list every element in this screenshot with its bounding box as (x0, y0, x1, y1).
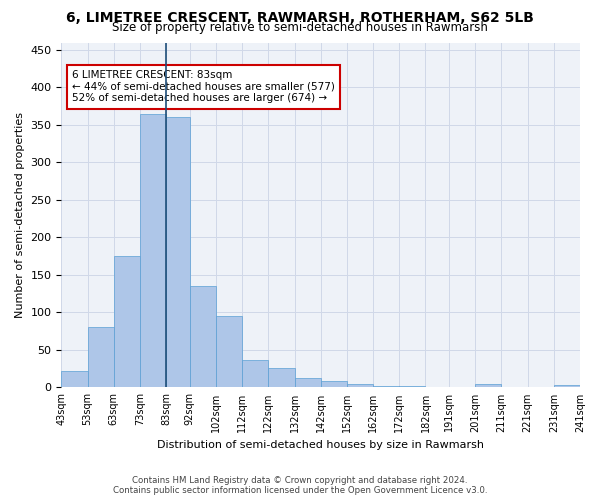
X-axis label: Distribution of semi-detached houses by size in Rawmarsh: Distribution of semi-detached houses by … (157, 440, 484, 450)
Bar (242, 360, 268, 388)
Text: 6, LIMETREE CRESCENT, RAWMARSH, ROTHERHAM, S62 5LB: 6, LIMETREE CRESCENT, RAWMARSH, ROTHERHA… (66, 12, 534, 26)
Bar (88, 328, 114, 388)
Bar (216, 316, 242, 388)
Text: 6 LIMETREE CRESCENT: 83sqm
← 44% of semi-detached houses are smaller (577)
52% o: 6 LIMETREE CRESCENT: 83sqm ← 44% of semi… (72, 70, 335, 103)
Bar (295, 378, 321, 388)
Bar (321, 380, 347, 388)
Bar (61, 371, 88, 388)
Bar (166, 118, 190, 388)
Text: Contains HM Land Registry data © Crown copyright and database right 2024.
Contai: Contains HM Land Registry data © Crown c… (113, 476, 487, 495)
Bar (425, 386, 449, 388)
Bar (140, 114, 166, 388)
Bar (502, 386, 527, 388)
Bar (268, 368, 295, 388)
Bar (554, 385, 580, 388)
Text: Size of property relative to semi-detached houses in Rawmarsh: Size of property relative to semi-detach… (112, 22, 488, 35)
Bar (114, 256, 140, 388)
Bar (347, 384, 373, 388)
Bar (475, 384, 502, 388)
Bar (190, 286, 216, 388)
Bar (399, 386, 425, 388)
Bar (373, 386, 399, 388)
Y-axis label: Number of semi-detached properties: Number of semi-detached properties (15, 112, 25, 318)
